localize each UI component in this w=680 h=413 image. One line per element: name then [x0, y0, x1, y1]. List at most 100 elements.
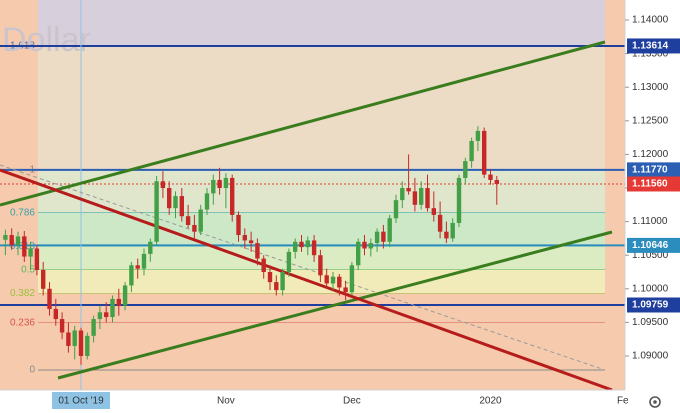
candle-body — [437, 214, 443, 232]
fib-label: 0.786 — [10, 207, 35, 218]
candle-body — [488, 174, 493, 180]
fib-band — [38, 169, 605, 213]
candle-body — [293, 241, 298, 252]
trend-lines — [0, 40, 613, 390]
candle-body — [387, 218, 392, 242]
fib-label: 0.5 — [21, 265, 35, 276]
candle-body — [400, 188, 405, 201]
candle-body — [78, 330, 84, 356]
candle-body — [425, 188, 430, 209]
candle-body — [204, 193, 210, 210]
y-tick-label: 1.13000 — [632, 82, 669, 93]
price-axis — [625, 0, 680, 413]
candle-body — [66, 332, 71, 346]
candle-body — [15, 236, 21, 246]
candle-body — [72, 330, 77, 346]
y-tick-label: 1.09000 — [632, 351, 669, 362]
candle-body — [337, 276, 342, 288]
candle-body — [469, 140, 474, 162]
candle-body — [255, 243, 260, 259]
candle-body — [53, 308, 58, 320]
y-tick-label: 1.13500 — [632, 48, 669, 59]
lower-channel — [57, 230, 613, 380]
fib-band — [38, 322, 605, 370]
dashed-trend — [0, 164, 606, 371]
level-label: 1.10646 — [632, 240, 669, 251]
candle-body — [129, 265, 134, 286]
level-label-box — [627, 176, 680, 192]
settings-icon[interactable] — [649, 396, 661, 408]
candle-body — [299, 241, 304, 248]
level-label: 1.11770 — [632, 165, 668, 176]
candle-body — [456, 177, 462, 223]
candle-body — [192, 224, 197, 232]
candle-body — [242, 235, 247, 241]
candle-body — [41, 269, 46, 289]
candle-body — [230, 177, 235, 215]
settings-icon-center[interactable] — [653, 400, 657, 404]
y-tick-label: 1.09500 — [632, 317, 669, 328]
candle-body — [3, 235, 8, 240]
candle-body — [28, 248, 33, 257]
candle-body — [318, 255, 323, 276]
settings-button[interactable] — [649, 396, 661, 408]
x-label-highlight — [52, 392, 110, 409]
candle-body — [160, 181, 166, 189]
candle-body — [444, 231, 449, 239]
candle-body — [330, 276, 336, 284]
candle-body — [141, 253, 147, 269]
candle-body — [236, 214, 241, 236]
fib-label: 0 — [29, 365, 35, 376]
candle-body — [154, 181, 159, 242]
y-tick-label: 1.10500 — [632, 250, 669, 261]
candle-body — [97, 312, 103, 320]
levels — [0, 44, 625, 306]
candle-body — [261, 258, 266, 273]
candle-body — [274, 282, 279, 291]
level-label-box — [627, 237, 680, 253]
candle-body — [217, 179, 222, 189]
candle-body — [393, 200, 399, 219]
candle-body — [475, 130, 481, 141]
upper-channel — [0, 40, 606, 207]
candle-body — [167, 188, 172, 209]
candle-body — [122, 285, 128, 306]
fib-band — [38, 269, 605, 294]
y-tick-label: 1.11000 — [632, 216, 668, 227]
y-tick-label: 1.10000 — [632, 283, 669, 294]
candle-body — [356, 241, 361, 266]
axes: 1.14000 1.13500 1.13000 1.12500 1.12000 1.115… — [52, 15, 680, 409]
x-tick-label: Nov — [217, 396, 235, 407]
candle-body — [368, 243, 373, 249]
candle-body — [173, 196, 178, 209]
candle-body — [419, 188, 424, 205]
candle-body — [148, 241, 153, 254]
level-label-box — [627, 162, 680, 178]
level-label: 1.11560 — [632, 179, 668, 190]
x-tick-label: 01 Oct '19 — [58, 396, 104, 407]
candle-body — [211, 179, 216, 194]
candle-body — [9, 235, 14, 246]
time-axis — [0, 390, 625, 413]
candle-body — [343, 287, 348, 293]
candle-body — [431, 208, 436, 215]
level-label-box — [627, 297, 680, 313]
fib-band — [38, 0, 605, 46]
x-tick-label: Fe — [617, 396, 629, 407]
x-tick-label: Dec — [343, 396, 361, 407]
y-tick-label: 1.12000 — [632, 149, 669, 160]
candle-body — [85, 335, 90, 356]
candle-body — [494, 179, 499, 184]
candle-body — [198, 209, 203, 232]
candle-body — [179, 196, 184, 217]
fib-label: 0.236 — [10, 317, 35, 328]
y-tick-label: 1.12500 — [632, 115, 669, 126]
candle-body — [450, 222, 455, 239]
candle-body — [280, 272, 285, 291]
candle-body — [463, 161, 468, 178]
candle-body — [267, 272, 273, 283]
candle-body — [185, 216, 191, 225]
